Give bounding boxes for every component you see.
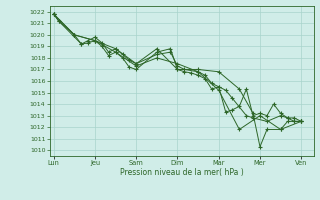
X-axis label: Pression niveau de la mer( hPa ): Pression niveau de la mer( hPa ) [120,168,244,177]
